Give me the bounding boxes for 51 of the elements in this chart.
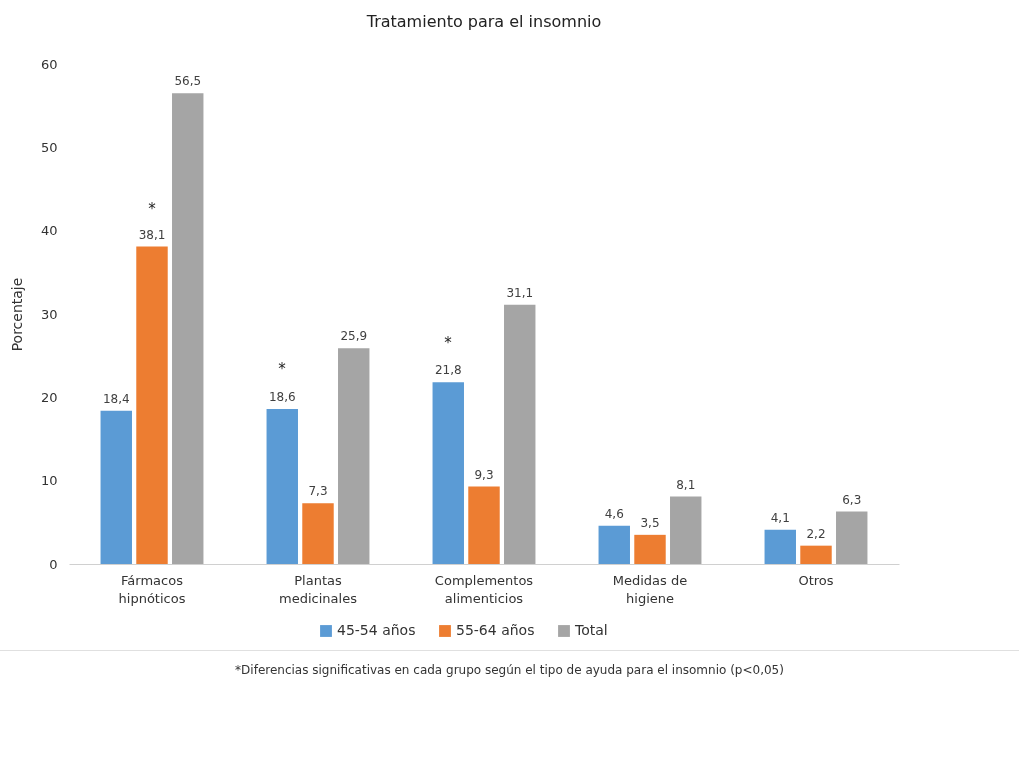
bar (800, 545, 832, 564)
bar (598, 525, 630, 564)
bar (338, 348, 370, 564)
data-label: 31,1 (506, 285, 534, 300)
y-tick-label: 20 (40, 389, 58, 405)
x-tick-label: Complementos alimenticios (434, 572, 534, 606)
data-label: 3,5 (640, 515, 660, 530)
legend-label: 55-64 años (456, 622, 535, 638)
bar (504, 304, 536, 564)
bar (432, 382, 464, 564)
annotation: * (444, 334, 452, 352)
legend-label: 45-54 años (337, 622, 416, 638)
bar (302, 503, 334, 564)
data-label: 4,6 (604, 506, 624, 521)
annotation: * (278, 360, 286, 378)
legend-label: Total (574, 622, 608, 638)
y-tick-label: 60 (40, 56, 58, 72)
y-tick-label: 50 (40, 139, 58, 155)
bar (634, 534, 666, 564)
y-tick-label: 40 (40, 223, 58, 239)
data-label: 25,9 (340, 329, 368, 344)
x-tick-label: Plantas medicinales (279, 572, 358, 606)
bar (172, 93, 204, 564)
data-label: 18,4 (102, 391, 130, 406)
bar (468, 486, 500, 564)
data-label: 6,3 (842, 492, 862, 507)
y-tick-label: 0 (49, 556, 58, 572)
y-axis-title: Porcentaje (8, 277, 25, 352)
bar (670, 496, 702, 564)
data-label: 21,8 (434, 363, 462, 378)
chart-title: Tratamiento para el insomnio (365, 12, 602, 31)
data-label: 8,1 (676, 477, 696, 492)
bar (136, 246, 168, 564)
data-label: 18,6 (268, 390, 296, 404)
bar (836, 511, 868, 564)
data-label: 9,3 (474, 467, 494, 482)
bar (764, 529, 796, 564)
x-tick-label: Fármacos hipnóticos (118, 572, 186, 606)
x-tick-label: Medidas de higiene (612, 572, 688, 606)
y-tick-label: 10 (40, 473, 58, 489)
annotation: * (148, 200, 156, 218)
data-label: 2,2 (806, 526, 826, 541)
x-tick-label: Otros (798, 572, 834, 588)
bar (100, 410, 132, 564)
data-label: 7,3 (308, 484, 328, 499)
text: *Diferencias significativas en cada grupo según el tipo de ayuda para el insomnio (p<0,05) (0, 650, 1019, 677)
data-label: 4,1 (770, 510, 790, 525)
y-tick-label: 30 (40, 306, 58, 322)
data-label: 56,5 (174, 74, 202, 89)
data-label: 38,1 (138, 227, 166, 242)
bar (266, 409, 298, 564)
